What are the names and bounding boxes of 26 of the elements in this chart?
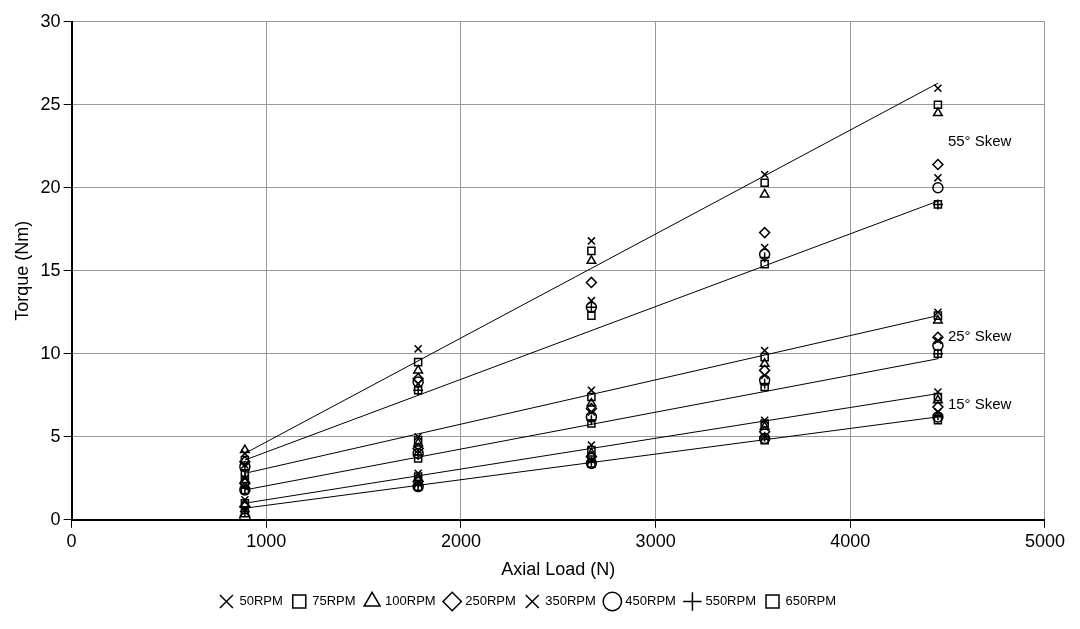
legend-label: 75RPM	[312, 593, 356, 609]
x-tick-label: 5000	[1024, 530, 1065, 551]
y-tick-label: 20	[40, 176, 61, 197]
annotation: 55° Skew	[947, 132, 1012, 150]
y-tick-label: 15	[40, 259, 61, 280]
x-tick-label: 0	[66, 530, 77, 551]
annotation: 25° Skew	[947, 327, 1012, 345]
x-axis-title: Axial Load (N)	[501, 559, 616, 580]
x-tick-label: 1000	[246, 530, 287, 551]
legend-label: 650RPM	[785, 593, 837, 609]
y-axis-title: Torque (Nm)	[11, 220, 32, 321]
legend-label: 100RPM	[385, 593, 436, 609]
y-tick-label: 5	[50, 425, 61, 446]
legend-label: 450RPM	[625, 593, 676, 609]
y-tick-label: 10	[40, 342, 61, 363]
legend-label: 550RPM	[705, 593, 756, 609]
y-tick-label: 30	[40, 10, 61, 31]
x-tick-label: 3000	[635, 530, 676, 551]
x-tick-label: 2000	[440, 530, 481, 551]
legend-label: 50RPM	[239, 593, 283, 609]
y-tick-label: 0	[50, 508, 61, 529]
x-tick-label: 4000	[830, 530, 871, 551]
legend-label: 350RPM	[545, 593, 596, 609]
annotation: 15° Skew	[947, 395, 1012, 413]
legend-label: 250RPM	[465, 593, 516, 609]
y-tick-label: 25	[40, 93, 61, 114]
